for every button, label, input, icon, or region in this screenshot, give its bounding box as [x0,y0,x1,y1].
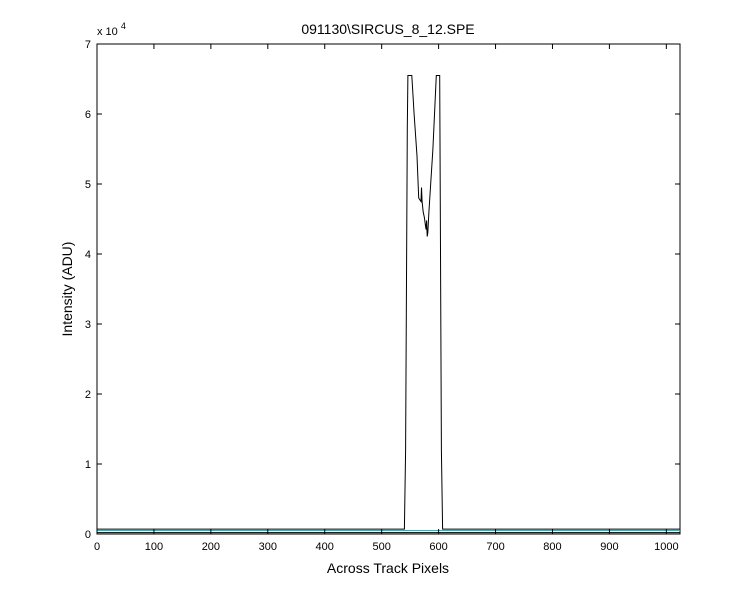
y-axis-label: Intensity (ADU) [59,242,75,337]
y-tick-label: 7 [85,39,91,51]
series-layer [97,75,680,534]
y-tick-label: 2 [85,389,91,401]
x-tick-label: 0 [94,541,100,553]
y-axis-exponent: x 10 4 [97,21,126,38]
x-tick-label: 100 [145,541,163,553]
x-tick-label: 700 [486,541,504,553]
x-axis-ticks: 0 100 200 300 400 500 600 700 800 900 1000 [94,44,679,553]
y-axis-ticks: 0 1 2 3 4 5 6 7 [85,39,680,541]
x-tick-label: 400 [316,541,334,553]
y-axis-exponent-power: 4 [121,21,126,31]
y-tick-label: 1 [85,459,91,471]
x-tick-label: 900 [600,541,618,553]
y-tick-label: 5 [85,179,91,191]
chart-title: 091130\SIRCUS_8_12.SPE [301,21,474,37]
x-tick-label: 300 [259,541,277,553]
x-tick-label: 500 [372,541,390,553]
x-tick-label: 1000 [654,541,678,553]
plot-area: 0 100 200 300 400 500 600 700 800 900 1000 0 1 2 3 4 5 6… [85,39,681,553]
x-tick-label: 200 [202,541,220,553]
axes-box [96,43,681,535]
series-line-1 [97,75,680,530]
y-tick-label: 4 [85,249,91,261]
x-axis-label: Across Track Pixels [327,560,449,576]
x-tick-label: 600 [429,541,447,553]
x-tick-label: 800 [543,541,561,553]
y-tick-label: 3 [85,319,91,331]
y-axis-exponent-base: x 10 [97,26,118,38]
y-tick-label: 6 [85,109,91,121]
y-tick-label: 0 [85,529,91,541]
